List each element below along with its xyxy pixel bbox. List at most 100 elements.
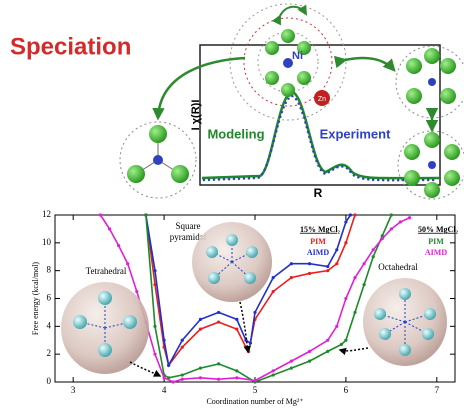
data-point — [326, 269, 330, 273]
data-point — [289, 366, 293, 370]
data-point — [335, 262, 339, 266]
data-point — [353, 276, 357, 280]
data-point — [407, 216, 412, 220]
data-point — [244, 338, 248, 342]
octa-molecule — [404, 132, 460, 198]
data-point — [398, 220, 403, 224]
data-point — [167, 363, 171, 367]
y-tick-label: 6 — [47, 293, 52, 303]
data-point — [307, 271, 312, 276]
data-point — [248, 341, 253, 345]
data-point — [353, 213, 357, 217]
arrow — [333, 55, 396, 72]
data-point — [289, 359, 293, 363]
octa-shell — [397, 130, 464, 200]
data-point — [198, 366, 203, 370]
data-point — [371, 255, 375, 259]
data-point — [153, 282, 157, 287]
data-point — [344, 296, 348, 301]
legend-title: 50% MgCl₂ — [418, 225, 459, 234]
top-diagram: Speciation I χ(R)I R Modeling Experiment… — [10, 3, 464, 200]
annotation: Square — [176, 221, 201, 231]
data-point — [167, 376, 171, 380]
y-tick-label: 2 — [47, 348, 52, 358]
data-point — [217, 362, 221, 366]
data-point — [198, 376, 203, 380]
legend-entry: AIMD — [307, 248, 329, 257]
center-molecule — [265, 29, 330, 106]
data-point — [180, 377, 184, 381]
tetra-molecule — [127, 125, 189, 183]
y-axis-label: Free energy (kcal/mol) — [31, 262, 40, 335]
data-point — [389, 227, 393, 231]
x-tick-label: 7 — [435, 385, 440, 395]
legend-title: 15% MgCl₂ — [300, 225, 341, 234]
data-point — [153, 324, 157, 328]
data-point — [153, 352, 157, 356]
penta-molecule — [406, 48, 456, 104]
data-point — [117, 244, 121, 248]
modeling-label: Modeling — [207, 126, 264, 141]
data-point — [326, 338, 330, 342]
y-tick-label: 4 — [47, 320, 52, 330]
data-point — [362, 262, 366, 266]
data-point — [180, 373, 184, 377]
data-point — [271, 373, 275, 377]
data-point — [171, 380, 175, 384]
x-tick-label: 5 — [253, 385, 258, 395]
data-point — [289, 276, 293, 280]
data-point — [348, 213, 353, 217]
x-tick-label: 3 — [71, 385, 76, 395]
plot-frame — [199, 44, 441, 186]
y-tick-label: 12 — [42, 209, 51, 219]
y-tick-label: 10 — [42, 237, 52, 247]
data-point — [217, 377, 221, 381]
data-point — [144, 213, 148, 217]
data-point — [289, 262, 293, 266]
data-point — [380, 237, 384, 241]
data-point — [326, 264, 330, 269]
data-point — [335, 324, 339, 328]
data-point — [253, 310, 257, 315]
data-point — [326, 349, 330, 353]
data-point — [162, 376, 166, 380]
data-point — [198, 327, 203, 331]
y-tick-label: 8 — [47, 265, 52, 275]
data-point — [98, 213, 103, 217]
x-label: R — [314, 186, 323, 200]
guest-atom-label: Zn — [318, 96, 326, 103]
y-tick-label: 0 — [47, 376, 52, 386]
x-tick-label: 6 — [344, 385, 349, 395]
legend-entry: PIM — [310, 237, 326, 246]
data-point — [339, 342, 343, 347]
data-point — [180, 345, 184, 349]
data-point — [235, 376, 239, 380]
data-point — [371, 248, 375, 252]
data-point — [217, 320, 221, 324]
x-tick-label: 4 — [162, 385, 167, 395]
data-point — [271, 369, 275, 373]
legend-entry: AIMD — [425, 248, 447, 257]
center-atom-label: Ni — [292, 50, 303, 62]
data-point — [344, 220, 348, 224]
data-point — [217, 310, 221, 315]
data-point — [126, 262, 130, 266]
annotation: Octahedral — [378, 262, 418, 272]
tetra-shell — [119, 121, 197, 199]
data-point — [389, 213, 393, 217]
title: Speciation — [10, 33, 131, 60]
data-point — [235, 369, 239, 373]
data-point — [344, 241, 348, 245]
experiment-points — [202, 94, 440, 182]
legend-entry: PIM — [428, 237, 444, 246]
data-point — [153, 269, 157, 273]
y-label: I χ(R)I — [190, 100, 202, 131]
series-line — [145, 214, 393, 383]
data-point — [271, 276, 275, 280]
data-point — [198, 317, 203, 321]
arrow — [152, 56, 246, 121]
data-point — [271, 289, 275, 294]
data-point — [344, 338, 348, 342]
data-point — [353, 310, 357, 315]
experiment-label: Experiment — [320, 126, 391, 141]
